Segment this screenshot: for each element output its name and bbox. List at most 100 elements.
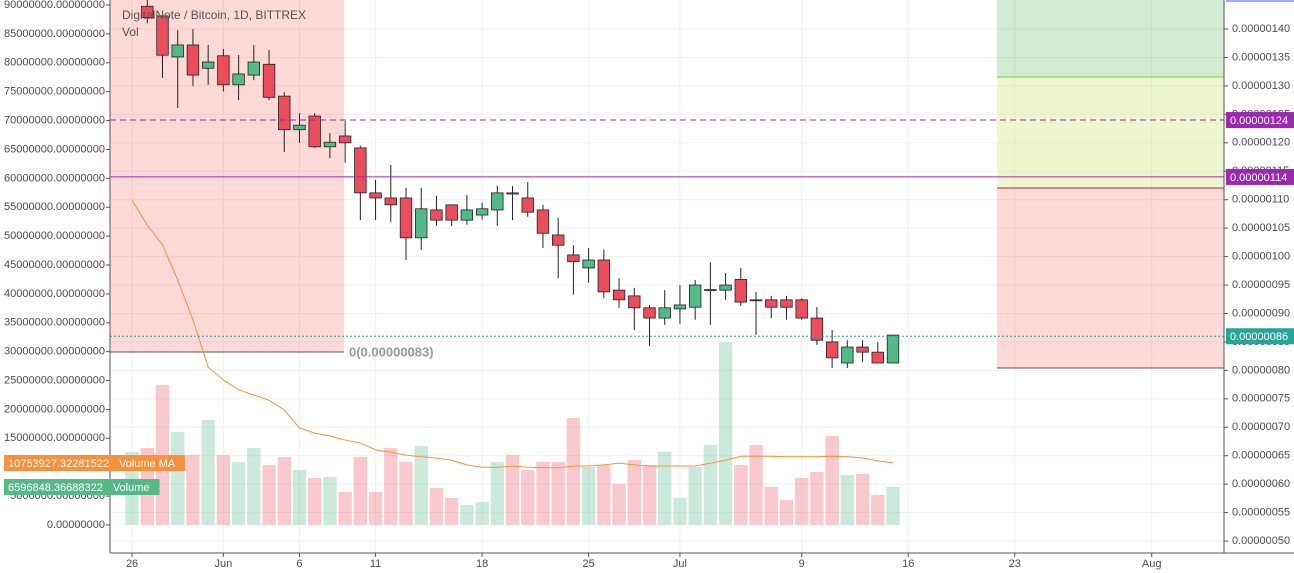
y2-tick-label: 55000000.00000000 bbox=[4, 201, 105, 213]
y2-tick-label: 80000000.00000000 bbox=[4, 57, 105, 69]
candle-body bbox=[384, 197, 397, 206]
volume-bar bbox=[353, 456, 368, 525]
volume-bar bbox=[612, 483, 626, 525]
candle-body bbox=[506, 192, 519, 195]
candle-body bbox=[856, 346, 869, 353]
volume-bar bbox=[658, 452, 672, 525]
candle-body bbox=[262, 63, 276, 98]
y2-tick-label: 20000000.00000000 bbox=[4, 403, 105, 415]
candle-body bbox=[582, 259, 595, 269]
y2-tick-label: 40000000.00000000 bbox=[4, 288, 105, 300]
volume-bar bbox=[490, 462, 505, 525]
volume-bar bbox=[323, 476, 337, 525]
target-zone bbox=[997, 0, 1224, 77]
volume-bar bbox=[764, 486, 778, 525]
price-label-box bbox=[1226, 112, 1294, 129]
candle-body bbox=[369, 192, 382, 199]
y2-tick-label: 75000000.00000000 bbox=[4, 86, 105, 98]
candle-body bbox=[536, 209, 550, 234]
volume-bar bbox=[171, 431, 185, 525]
candle-body bbox=[780, 299, 793, 308]
y-tick-label: 0.00000050 bbox=[1232, 535, 1290, 547]
candle-body bbox=[825, 341, 839, 359]
volume-bar bbox=[855, 473, 870, 525]
candle-body bbox=[491, 192, 504, 211]
candle-body bbox=[247, 61, 260, 76]
y2-tick-label: 45000000.00000000 bbox=[4, 259, 105, 271]
volume-bar bbox=[871, 494, 885, 525]
volume-bar bbox=[734, 465, 748, 525]
candle-body bbox=[201, 61, 215, 69]
volume-bar bbox=[277, 456, 291, 525]
volume-bar bbox=[429, 488, 444, 525]
price-label-box bbox=[1226, 168, 1294, 185]
volume-bar bbox=[642, 465, 657, 525]
candle-body bbox=[521, 197, 534, 213]
axes: 26 Jun 6 11 18 25 Jul 9 16 23 Aug 0.00000140 0.00000… bbox=[4, 0, 1294, 570]
volume-bar bbox=[810, 472, 824, 525]
candle-body bbox=[886, 334, 900, 364]
series-last-value: 6596848.36688322 bbox=[8, 482, 103, 494]
volume-bar bbox=[414, 446, 428, 525]
grid bbox=[110, 0, 1224, 553]
candle-body bbox=[704, 289, 717, 291]
volume-bar bbox=[186, 455, 200, 525]
chart-subtitle: Vol bbox=[122, 25, 139, 39]
volume-ma-line bbox=[131, 200, 894, 469]
candle-body bbox=[156, 15, 169, 56]
volume-bar bbox=[688, 466, 702, 525]
legend-entry: Volume MA bbox=[119, 458, 176, 470]
volume-bar bbox=[749, 444, 763, 525]
plot bbox=[110, 0, 1224, 525]
candle-body bbox=[643, 307, 656, 319]
candle-body bbox=[567, 254, 580, 263]
volume-bar bbox=[886, 486, 900, 525]
volume-bar bbox=[460, 504, 474, 525]
y2-tick-label: 65000000.00000000 bbox=[4, 143, 105, 155]
y2-tick-label: 30000000.00000000 bbox=[4, 346, 105, 358]
candle-body bbox=[658, 307, 671, 319]
candle-body bbox=[217, 55, 230, 86]
candle-body bbox=[278, 95, 291, 131]
y2-tick-label: 15000000.00000000 bbox=[4, 432, 105, 444]
candle-body bbox=[141, 5, 154, 19]
y-tick-label: 0.00000110 bbox=[1232, 194, 1289, 206]
y2-tick-label: 50000000.00000000 bbox=[4, 230, 105, 242]
candle-body bbox=[871, 351, 884, 364]
y2-tick-label: 35000000.00000000 bbox=[4, 317, 105, 329]
candle-body bbox=[673, 304, 687, 310]
volume-bar bbox=[475, 501, 489, 525]
volume-bar bbox=[581, 466, 596, 525]
candle-body bbox=[293, 124, 306, 131]
x-tick-label: 25 bbox=[582, 558, 594, 570]
volume-bar bbox=[231, 462, 246, 525]
volume-bar bbox=[825, 436, 839, 525]
price-label: 0.00000114 bbox=[1230, 172, 1287, 184]
candle-body bbox=[338, 135, 352, 144]
volume-bar bbox=[307, 478, 322, 525]
y-tick-label: 0.00000090 bbox=[1232, 307, 1290, 319]
volume-bar bbox=[536, 462, 550, 525]
volume-bar bbox=[399, 462, 413, 525]
candle-body bbox=[354, 147, 367, 194]
stop-zone bbox=[997, 188, 1224, 368]
volume-bar bbox=[566, 417, 581, 525]
price-label: 0.00000086 bbox=[1230, 331, 1288, 343]
y-tick-label: 0.00000140 bbox=[1232, 23, 1290, 35]
candle-body bbox=[688, 284, 702, 308]
y-tick-label: 0.00000070 bbox=[1232, 421, 1290, 433]
candle-body bbox=[186, 44, 200, 76]
candle-body bbox=[552, 234, 565, 246]
volume-bar bbox=[779, 499, 794, 525]
candle-body bbox=[810, 317, 824, 341]
candle-body bbox=[323, 141, 337, 148]
y2-tick-label: 0.00000000 bbox=[47, 519, 105, 531]
chart-title: DigitalNote / Bitcoin, 1D, BITTREX bbox=[122, 8, 306, 22]
volume-bar bbox=[155, 384, 170, 525]
y-tick-label: 0.00000055 bbox=[1232, 507, 1290, 519]
candle-body bbox=[445, 204, 458, 221]
x-tick-label: 23 bbox=[1009, 558, 1021, 570]
candle-body bbox=[795, 299, 808, 319]
